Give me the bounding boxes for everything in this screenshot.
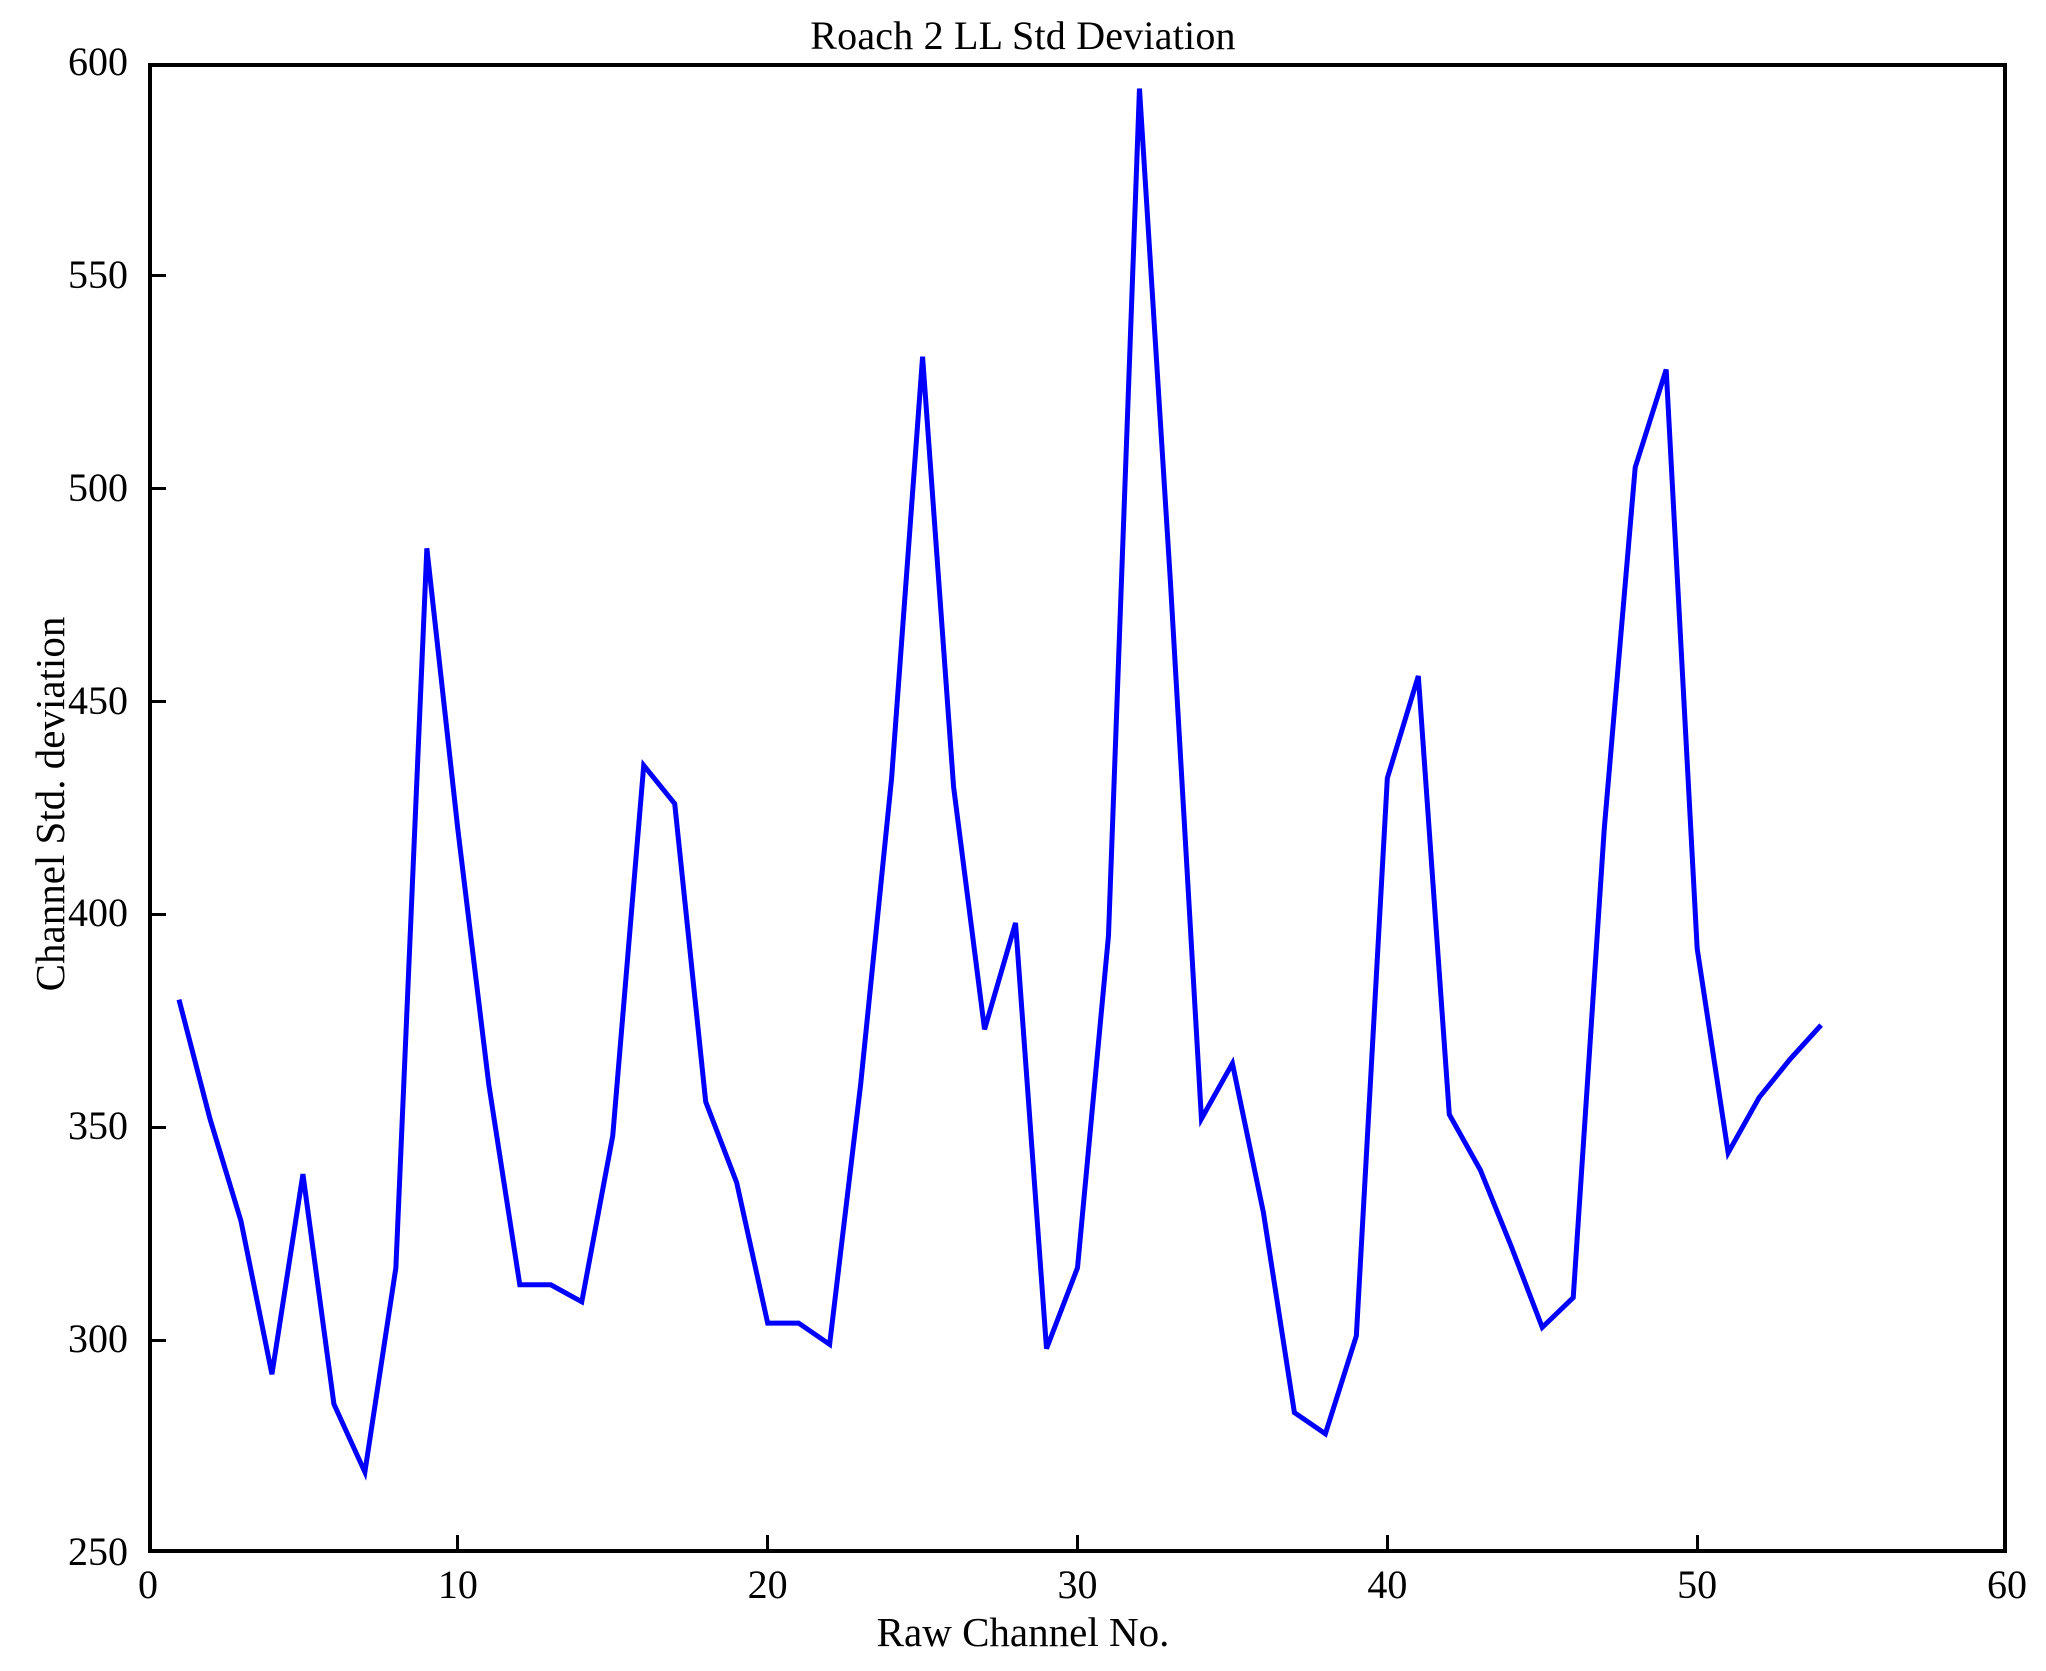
x-axis-label: Raw Channel No. — [876, 1609, 1170, 1655]
y-tick-label-group: 250 300 350 400 450 500 550 600 — [0, 0, 128, 1671]
data-series-line — [176, 88, 1823, 1481]
y-tick-label: 300 — [68, 1316, 128, 1362]
x-tick-label: 10 — [437, 1562, 478, 1607]
y-tick-mark — [148, 700, 166, 704]
y-tick-label: 550 — [68, 251, 128, 297]
plot-area — [148, 63, 2007, 1553]
y-tick-label: 500 — [68, 464, 128, 510]
x-tick-mark — [1695, 1535, 1699, 1553]
y-tick-label: 450 — [68, 677, 128, 723]
y-tick-label: 250 — [68, 1529, 128, 1574]
y-tick-label: 350 — [68, 1103, 128, 1149]
y-tick-mark — [148, 1338, 166, 1342]
y-tick-mark — [148, 274, 166, 278]
y-tick-label: 600 — [68, 39, 128, 84]
x-tick-label: 20 — [747, 1562, 788, 1607]
x-tick-mark — [456, 1535, 460, 1553]
y-tick-mark — [148, 487, 166, 491]
x-tick-label: 30 — [1057, 1562, 1098, 1607]
x-tick-mark — [766, 1535, 770, 1553]
y-tick-label: 400 — [68, 890, 128, 936]
x-tick-mark — [1076, 1535, 1079, 1553]
y-tick-mark — [148, 1125, 166, 1129]
x-tick-mark — [1385, 1535, 1389, 1553]
x-tick-label: 0 — [138, 1562, 158, 1607]
y-tick-mark — [148, 912, 166, 916]
x-tick-label: 60 — [1987, 1562, 2027, 1607]
chart-title: Roach 2 LL Std Deviation — [810, 13, 1236, 58]
x-tick-label: 50 — [1677, 1562, 1718, 1607]
x-tick-label: 40 — [1367, 1562, 1408, 1607]
data-line-chart — [176, 88, 1823, 1481]
